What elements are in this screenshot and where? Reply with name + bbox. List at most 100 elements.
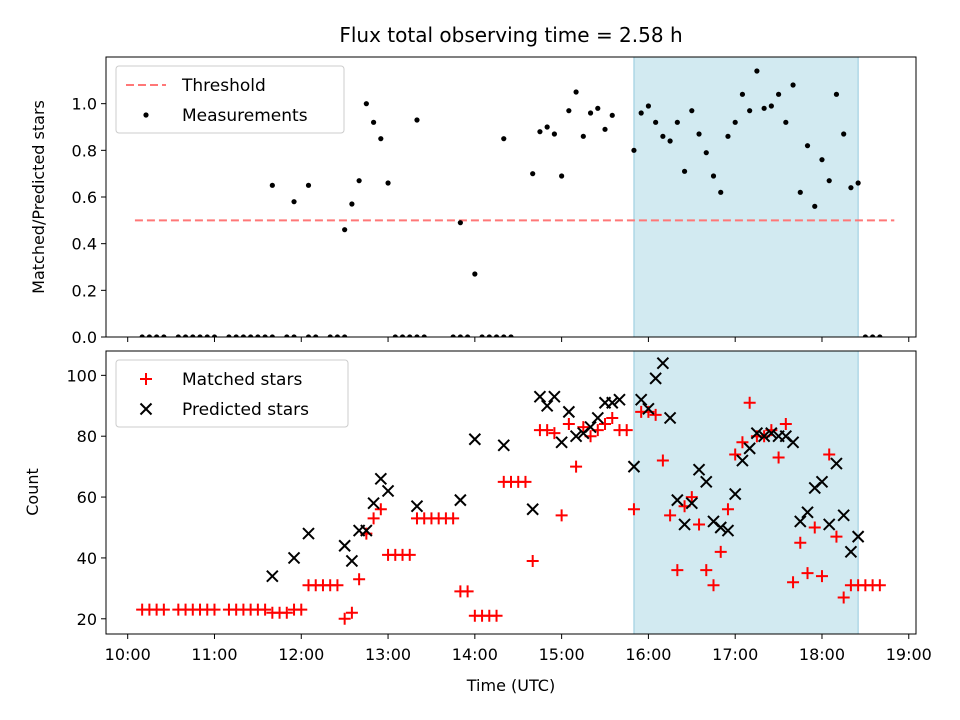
y-tick-label: 0.4 xyxy=(72,235,97,254)
x-tick-label: 11:00 xyxy=(191,645,237,664)
legend-measurement-swatch xyxy=(143,112,149,118)
matched-point xyxy=(599,418,612,431)
matched-point xyxy=(707,579,720,592)
matched-point xyxy=(620,424,633,437)
measurement-point xyxy=(826,178,832,184)
matched-point xyxy=(736,436,749,449)
predicted-point xyxy=(823,518,836,531)
measurement-point xyxy=(197,334,203,337)
x-tick-label: 18:00 xyxy=(799,645,845,664)
measurement-point xyxy=(385,180,391,186)
measurement-point xyxy=(392,334,398,337)
measurement-point xyxy=(407,334,413,337)
predicted-point xyxy=(345,554,359,568)
matched-point xyxy=(656,454,669,467)
matched-point xyxy=(627,503,640,516)
matched-point xyxy=(664,509,677,522)
matched-point xyxy=(693,518,706,531)
measurement-point xyxy=(631,147,637,153)
measurement-point xyxy=(551,131,557,137)
predicted-point xyxy=(497,439,510,452)
matched-point xyxy=(403,548,416,561)
y-tick-label: 20 xyxy=(77,610,97,629)
measurement-point xyxy=(349,201,355,207)
matched-point xyxy=(743,396,756,409)
measurement-point xyxy=(530,171,536,177)
bottom-panel: 20 40 60 80 100 10:00 11:00 12:00 13:00 14:00 15:0… xyxy=(23,350,932,664)
measurement-point xyxy=(486,334,492,337)
measurement-point xyxy=(841,131,847,137)
measurement-point xyxy=(414,334,420,337)
predicted-point xyxy=(685,496,699,510)
legend-label: Predicted stars xyxy=(182,400,309,420)
measurement-point xyxy=(508,334,514,337)
measurement-point xyxy=(240,334,247,337)
matched-point xyxy=(208,603,221,616)
predicted-point xyxy=(642,402,655,416)
x-tick-label: 13:00 xyxy=(365,645,411,664)
predicted-point xyxy=(700,475,713,489)
measurement-point xyxy=(154,334,160,337)
predicted-point xyxy=(266,569,279,583)
matched-point xyxy=(714,545,727,558)
predicted-point xyxy=(750,426,764,440)
measurement-point xyxy=(775,91,782,97)
measurement-point xyxy=(327,334,333,337)
matched-point xyxy=(367,512,380,525)
y-axis-label: Matched/Predicted stars xyxy=(29,100,48,294)
measurement-point xyxy=(313,334,319,337)
predicted-point xyxy=(287,551,301,565)
measurement-point xyxy=(783,119,789,125)
matched-point xyxy=(562,418,575,431)
predicted-point xyxy=(360,524,373,537)
predicted-point xyxy=(338,539,351,552)
axes-frame xyxy=(105,350,917,635)
predicted-point xyxy=(844,545,858,559)
predicted-point xyxy=(728,487,742,501)
matched-point xyxy=(577,421,590,434)
measurement-point xyxy=(653,119,659,125)
legend: Matched stars Predicted stars xyxy=(115,359,349,428)
measurement-point xyxy=(457,334,463,337)
matched-point xyxy=(519,475,532,488)
measurement-point xyxy=(479,334,485,337)
predicted-point xyxy=(656,356,670,370)
measurement-point xyxy=(667,138,673,144)
measurement-point xyxy=(399,334,406,337)
predicted-point xyxy=(837,509,850,522)
legend-label: Measurements xyxy=(182,106,308,126)
measurement-point xyxy=(291,199,297,205)
measurement-point xyxy=(139,334,145,337)
predicted-point xyxy=(533,390,547,403)
measurement-point xyxy=(501,136,507,142)
predicted-point xyxy=(454,493,467,507)
predicted-point xyxy=(562,405,576,419)
matched-point xyxy=(541,424,554,437)
measurement-point xyxy=(559,173,565,179)
measurement-point xyxy=(204,334,210,337)
measurement-point xyxy=(305,334,312,337)
matched-point xyxy=(374,503,387,516)
measurement-point xyxy=(269,334,275,337)
predicted-point xyxy=(584,420,597,434)
matched-point xyxy=(779,418,792,431)
highlight-span xyxy=(633,350,859,635)
measurement-point xyxy=(674,119,680,125)
predicted-point xyxy=(468,433,482,446)
x-tick-label: 17:00 xyxy=(712,645,758,664)
matched-point xyxy=(526,554,539,567)
predicted-point xyxy=(714,521,727,534)
predicted-point xyxy=(736,454,749,467)
measurement-point xyxy=(754,68,760,74)
measurement-point xyxy=(855,180,861,186)
measurement-point xyxy=(465,334,471,337)
measurement-point xyxy=(291,334,297,337)
y-tick-label: 40 xyxy=(77,549,97,568)
legend-box xyxy=(115,359,349,428)
measurement-point xyxy=(305,182,312,188)
measurement-point xyxy=(696,131,702,137)
matched-point xyxy=(280,606,293,619)
matched-point xyxy=(815,570,828,583)
measurement-point xyxy=(725,133,731,139)
measurement-point xyxy=(421,334,427,337)
